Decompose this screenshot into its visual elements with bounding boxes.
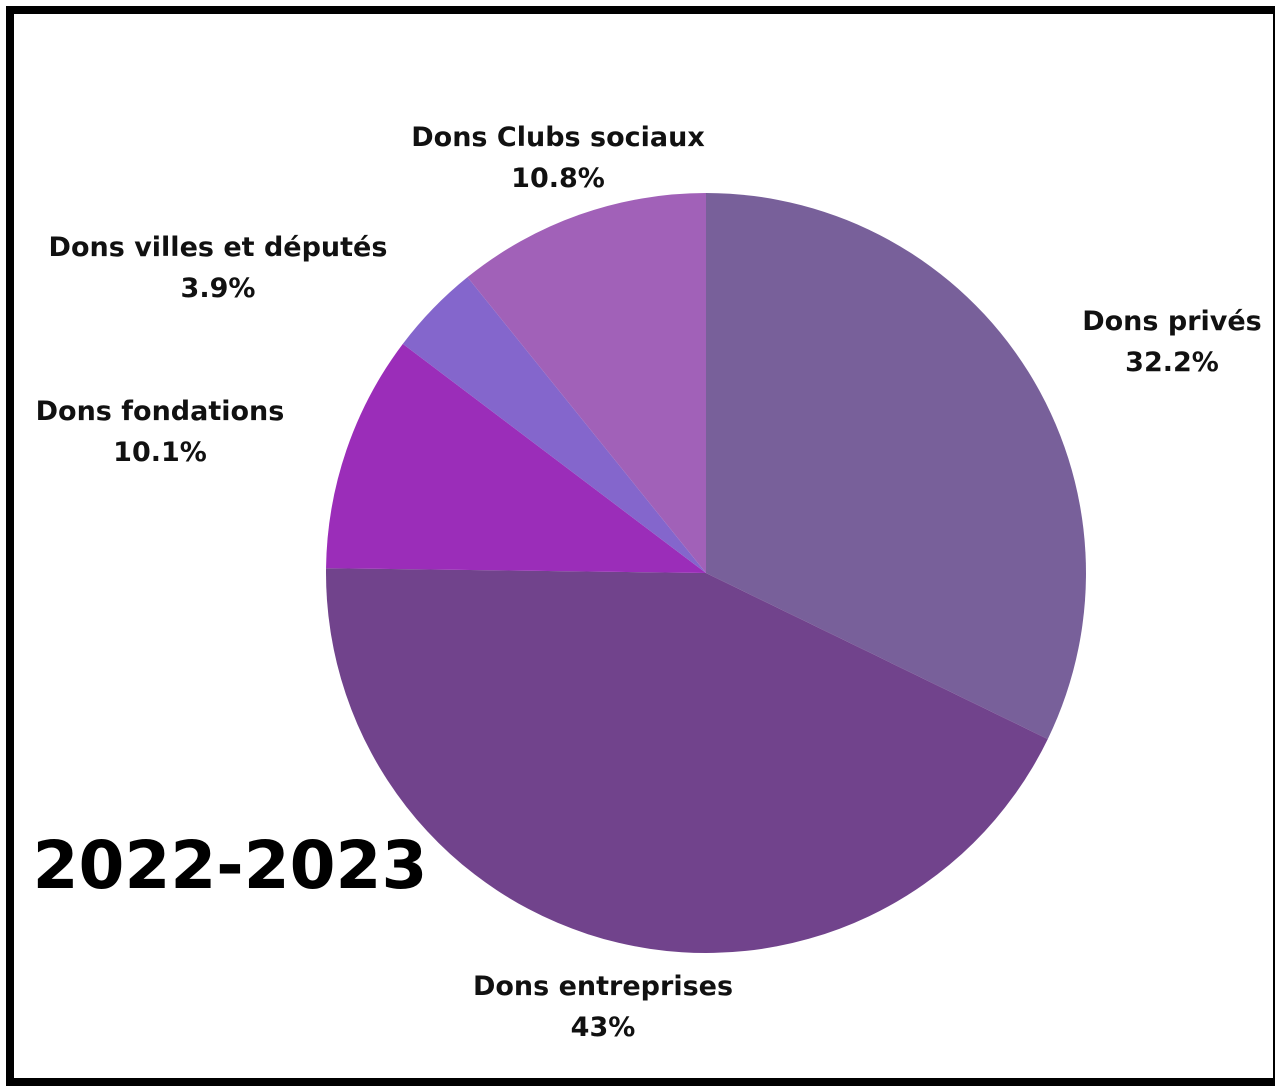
slice-label-2: Dons entreprises	[473, 971, 733, 1002]
pie-slice-3	[326, 343, 706, 573]
chart-title: 2022-2023	[33, 827, 428, 904]
pie-slice-1	[706, 193, 1086, 740]
slice-label-1: Dons privés	[1082, 306, 1262, 337]
slice-value-label-1: 32.2%	[1125, 347, 1219, 378]
slice-value-label-2: 43%	[571, 1012, 636, 1043]
slice-label-5: Dons Clubs sociaux	[411, 122, 704, 153]
slice-value-label-4: 3.9%	[181, 273, 256, 304]
slice-value-label-5: 10.8%	[511, 163, 605, 194]
pie-slices	[326, 193, 1086, 953]
pie-slice-2	[326, 568, 1048, 953]
pie-labels: Dons privés 32.2% Dons entreprises 43% Dons …	[36, 122, 1262, 1043]
pie-slice-5	[467, 193, 706, 573]
slice-value-label-3: 10.1%	[113, 437, 207, 468]
slice-label-4: Dons villes et députés	[49, 232, 388, 263]
pie-slice-4	[402, 277, 706, 573]
slice-label-3: Dons fondations	[36, 396, 285, 427]
